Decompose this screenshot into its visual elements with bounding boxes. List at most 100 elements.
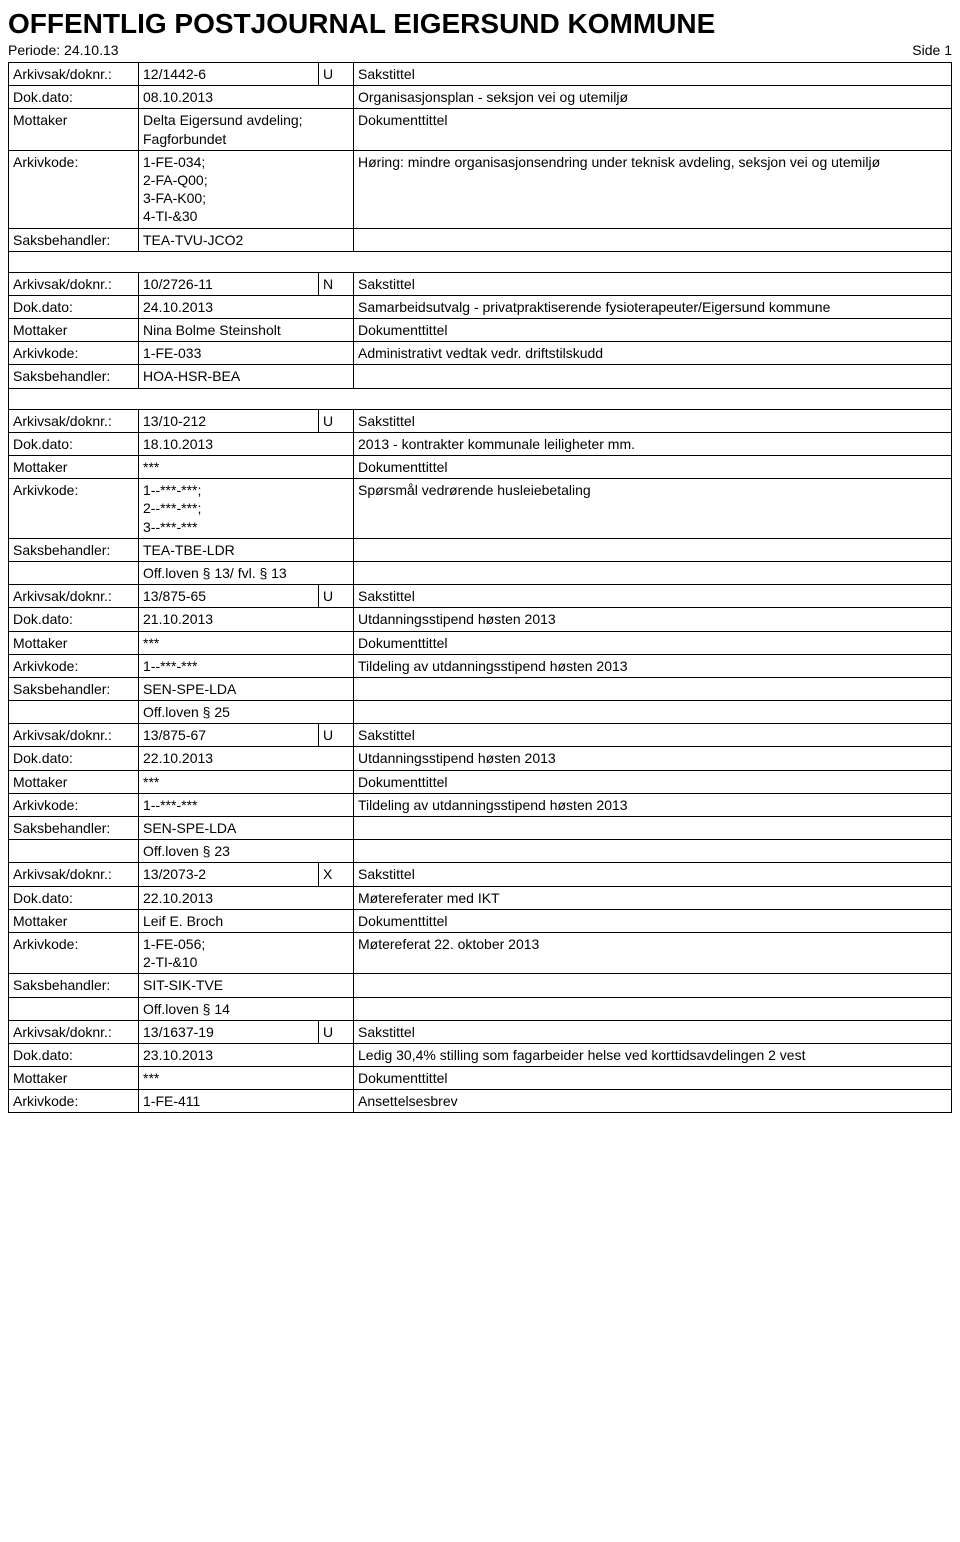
sakstittel-value: Møtereferater med IKT (354, 887, 951, 909)
sakstittel-label: Sakstittel (354, 585, 951, 607)
mottaker-value: Leif E. Broch (139, 910, 354, 932)
journal-entry: Arkivsak/doknr.:13/2073-2XSakstittel Dok.… (8, 863, 952, 1020)
journal-entry: Arkivsak/doknr.:13/875-65USakstittelDok.… (8, 585, 952, 724)
dokdato-label: Dok.dato: (9, 887, 139, 909)
arkivsak-label: Arkivsak/doknr.: (9, 273, 139, 295)
sakstittel-value: 2013 - kontrakter kommunale leiligheter … (354, 433, 951, 455)
sakstittel-label: Sakstittel (354, 410, 951, 432)
mottaker-value: Delta Eigersund avdeling; Fagforbundet (139, 109, 354, 149)
mottaker-value: Nina Bolme Steinsholt (139, 319, 354, 341)
dokdato-value: 22.10.2013 (139, 887, 354, 909)
dokumenttittel-value: Tildeling av utdanningsstipend høsten 20… (354, 794, 951, 816)
saksbehandler-value: SEN-SPE-LDA (139, 678, 354, 700)
sakstittel-value: Samarbeidsutvalg - privatpraktiserende f… (354, 296, 951, 318)
mottaker-value: *** (139, 456, 354, 478)
empty-cell (354, 365, 951, 387)
arkivkode-label: Arkivkode: (9, 342, 139, 364)
arkivkode-label: Arkivkode: (9, 655, 139, 677)
offloven-value: Off.loven § 13/ fvl. § 13 (139, 562, 354, 584)
arkivkode-value: 1-FE-033 (139, 342, 354, 364)
saksbehandler-label: Saksbehandler: (9, 229, 139, 251)
arkivsak-value: 13/2073-2 (139, 863, 319, 885)
empty-cell (354, 678, 951, 700)
mottaker-label: Mottaker (9, 109, 139, 149)
saksbehandler-label: Saksbehandler: (9, 365, 139, 387)
arkivkode-label: Arkivkode: (9, 479, 139, 538)
arkivsak-label: Arkivsak/doknr.: (9, 410, 139, 432)
dokumenttittel-label: Dokumenttittel (354, 632, 951, 654)
dokdato-label: Dok.dato: (9, 608, 139, 630)
dokumenttittel-label: Dokumenttittel (354, 319, 951, 341)
arkivkode-label: Arkivkode: (9, 151, 139, 228)
arkivkode-value: 1--***-***; 2--***-***; 3--***-*** (139, 479, 354, 538)
offloven-value: Off.loven § 14 (139, 998, 354, 1020)
journal-entry: Arkivsak/doknr.:13/875-67USakstittel Dok.… (8, 724, 952, 863)
arkivsak-label: Arkivsak/doknr.: (9, 724, 139, 746)
sakstittel-label: Sakstittel (354, 863, 951, 885)
periode-label: Periode: 24.10.13 (8, 42, 119, 58)
empty-cell (354, 817, 951, 839)
mottaker-value: *** (139, 632, 354, 654)
empty-cell (354, 701, 951, 723)
dokumenttittel-label: Dokumenttittel (354, 456, 951, 478)
arkivkode-value: 1-FE-056; 2-TI-&10 (139, 933, 354, 973)
arkivkode-value: 1-FE-411 (139, 1090, 354, 1112)
empty-label (9, 701, 139, 723)
arkivsak-value: 13/875-67 (139, 724, 319, 746)
doc-code: N (319, 273, 354, 295)
dokumenttittel-label: Dokumenttittel (354, 771, 951, 793)
mottaker-label: Mottaker (9, 1067, 139, 1089)
page-title: OFFENTLIG POSTJOURNAL EIGERSUND KOMMUNE (8, 8, 952, 40)
journal-entry: Arkivsak/doknr.:13/1637-19USakstittelDok… (8, 1021, 952, 1114)
doc-code: U (319, 724, 354, 746)
journal-entry: Arkivsak/doknr.:12/1442-6USakstittelDok.… (8, 62, 952, 273)
saksbehandler-label: Saksbehandler: (9, 539, 139, 561)
sakstittel-value: Utdanningsstipend høsten 2013 (354, 747, 951, 769)
periode-row: Periode: 24.10.13 Side 1 (8, 42, 952, 58)
dokdato-label: Dok.dato: (9, 296, 139, 318)
mottaker-value: *** (139, 771, 354, 793)
saksbehandler-label: Saksbehandler: (9, 817, 139, 839)
dokumenttittel-value: Høring: mindre organisasjonsendring unde… (354, 151, 951, 228)
dokdato-value: 22.10.2013 (139, 747, 354, 769)
saksbehandler-value: TEA-TVU-JCO2 (139, 229, 354, 251)
dokumenttittel-value: Administrativt vedtak vedr. driftstilsku… (354, 342, 951, 364)
mottaker-label: Mottaker (9, 456, 139, 478)
empty-cell (354, 840, 951, 862)
sakstittel-label: Sakstittel (354, 724, 951, 746)
arkivsak-value: 12/1442-6 (139, 63, 319, 85)
sakstittel-label: Sakstittel (354, 1021, 951, 1043)
arkivsak-value: 13/10-212 (139, 410, 319, 432)
spacer-row (9, 252, 951, 272)
arkivkode-label: Arkivkode: (9, 1090, 139, 1112)
empty-cell (354, 539, 951, 561)
dokumenttittel-label: Dokumenttittel (354, 1067, 951, 1089)
dokdato-value: 08.10.2013 (139, 86, 354, 108)
arkivsak-label: Arkivsak/doknr.: (9, 863, 139, 885)
offloven-value: Off.loven § 25 (139, 701, 354, 723)
spacer-row (9, 389, 951, 409)
empty-label (9, 998, 139, 1020)
dokumenttittel-value: Spørsmål vedrørende husleiebetaling (354, 479, 951, 538)
doc-code: X (319, 863, 354, 885)
journal-container: Arkivsak/doknr.:12/1442-6USakstittelDok.… (8, 62, 952, 1113)
dokdato-label: Dok.dato: (9, 433, 139, 455)
empty-cell (354, 562, 951, 584)
empty-cell (354, 974, 951, 996)
empty-cell (354, 998, 951, 1020)
doc-code: U (319, 63, 354, 85)
saksbehandler-label: Saksbehandler: (9, 678, 139, 700)
saksbehandler-value: TEA-TBE-LDR (139, 539, 354, 561)
sakstittel-value: Utdanningsstipend høsten 2013 (354, 608, 951, 630)
arkivsak-label: Arkivsak/doknr.: (9, 1021, 139, 1043)
dokdato-label: Dok.dato: (9, 1044, 139, 1066)
dokumenttittel-value: Ansettelsesbrev (354, 1090, 951, 1112)
dokdato-label: Dok.dato: (9, 747, 139, 769)
arkivsak-label: Arkivsak/doknr.: (9, 63, 139, 85)
dokdato-value: 21.10.2013 (139, 608, 354, 630)
dokdato-value: 24.10.2013 (139, 296, 354, 318)
dokumenttittel-label: Dokumenttittel (354, 910, 951, 932)
sakstittel-label: Sakstittel (354, 273, 951, 295)
empty-label (9, 840, 139, 862)
mottaker-label: Mottaker (9, 910, 139, 932)
